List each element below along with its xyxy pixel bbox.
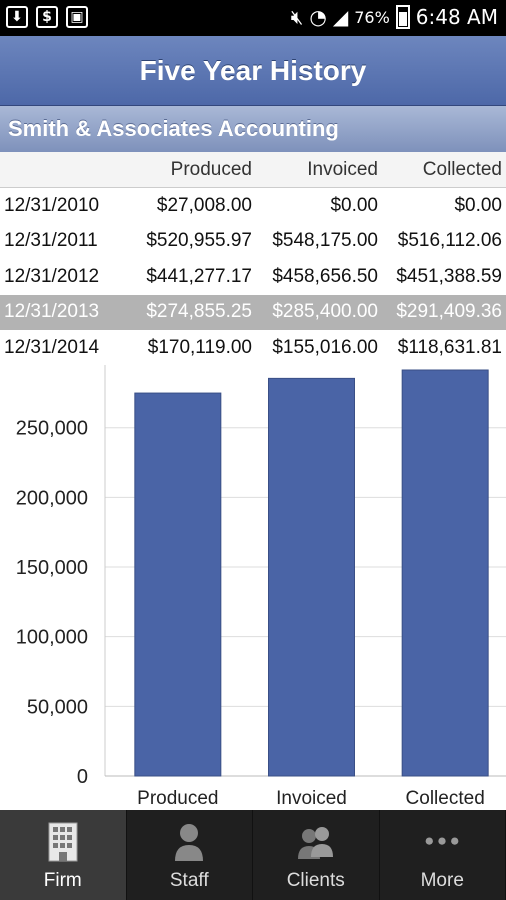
column-header-invoiced: Invoiced [307,158,378,180]
tab-label: Staff [169,870,209,891]
person-icon [169,820,209,864]
more-dots-icon [422,820,462,864]
bottom-tab-bar: Firm Staff Clients [0,810,506,900]
y-tick-label: 0 [77,766,88,788]
history-table: Produced Invoiced Collected 12/31/2010 $… [0,152,506,366]
wifi-icon: ◔ [309,5,327,29]
dollar-icon: $ [36,6,58,28]
battery-percent: 76% [354,7,390,27]
download-icon: ⬇ [6,6,28,28]
y-tick-label: 250,000 [16,418,88,440]
x-tick-label: Invoiced [276,788,347,809]
bar-chart-svg: 0 50,000 100,000 150,000 200,000 250,000 Produ… [16,365,506,809]
row-produced: $170,119.00 [147,336,252,358]
tab-label: More [420,870,464,891]
clock: 6:48 AM [415,5,498,29]
tab-staff[interactable]: Staff [127,810,253,900]
battery-icon [395,5,410,29]
bar-chart: 0 50,000 100,000 150,000 200,000 250,000 Produ… [0,365,506,810]
row-invoiced: $458,656.50 [272,265,378,287]
row-invoiced: $155,016.00 [272,336,378,358]
table-header-row: Produced Invoiced Collected [0,152,506,188]
column-header-collected: Collected [422,158,502,180]
row-date: 12/31/2012 [4,265,100,287]
x-tick-label: Collected [406,788,485,809]
y-tick-label: 200,000 [16,487,88,509]
column-header-produced: Produced [170,158,252,180]
bar [134,392,222,777]
row-collected: $291,409.36 [396,301,502,323]
bar [268,377,355,777]
row-invoiced: $285,400.00 [272,301,378,323]
tab-more[interactable]: More [380,810,506,900]
row-produced: $441,277.17 [146,265,252,287]
bar [401,369,489,777]
status-bar: ⬇ $ ▣ 🔇︎ ◔ ◢ 76% 6:48 AM [0,0,506,36]
building-icon [43,820,83,864]
row-produced: $27,008.00 [156,194,252,216]
row-produced: $274,855.25 [146,301,252,323]
y-tick-label: 100,000 [16,627,88,649]
tab-label: Clients [286,870,345,891]
row-date: 12/31/2010 [4,194,100,216]
firm-header: Smith & Associates Accounting [0,106,506,152]
tab-label: Firm [43,870,82,891]
y-tick-label: 150,000 [16,557,88,579]
image-icon: ▣ [66,6,88,28]
table-row[interactable]: 12/31/2014 $170,119.00 $155,016.00 $118,… [0,330,506,366]
row-invoiced: $548,175.00 [272,230,378,252]
row-date: 12/31/2011 [4,230,98,252]
tab-firm[interactable]: Firm [0,810,127,900]
table-row[interactable]: 12/31/2011 $520,955.97 $548,175.00 $516,… [0,224,506,260]
signal-icon: ◢ [332,5,349,29]
y-tick-label: 50,000 [27,696,88,718]
mute-icon: 🔇︎ [290,5,304,29]
row-collected: $451,388.59 [396,265,502,287]
page-title: Five Year History [139,54,367,86]
row-collected: $516,112.06 [397,230,502,252]
x-tick-label: Produced [137,788,218,809]
table-row[interactable]: 12/31/2010 $27,008.00 $0.00 $0.00 [0,188,506,224]
firm-name: Smith & Associates Accounting [8,116,339,141]
app-header: Five Year History [0,36,506,106]
table-row[interactable]: 12/31/2012 $441,277.17 $458,656.50 $451,… [0,259,506,295]
table-row-selected[interactable]: 12/31/2013 $274,855.25 $285,400.00 $291,… [0,294,506,330]
row-date: 12/31/2014 [4,336,100,358]
row-produced: $520,955.97 [146,230,252,252]
row-invoiced: $0.00 [330,194,378,216]
row-date: 12/31/2013 [4,301,100,323]
row-collected: $0.00 [454,194,502,216]
tab-clients[interactable]: Clients [253,810,380,900]
row-collected: $118,631.81 [397,336,502,358]
people-icon [296,820,336,864]
